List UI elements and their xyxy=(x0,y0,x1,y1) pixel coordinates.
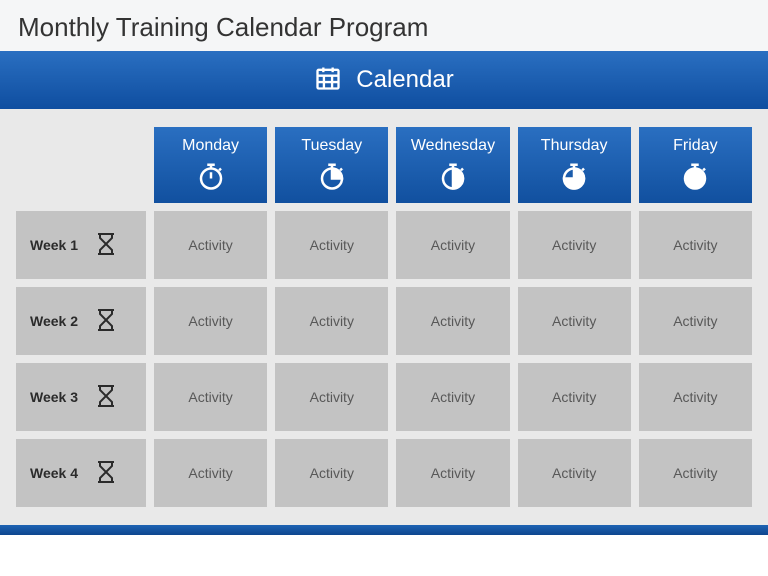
page-title: Monthly Training Calendar Program xyxy=(0,0,768,51)
activity-cell: Activity xyxy=(154,287,267,355)
activity-cell: Activity xyxy=(639,287,752,355)
activity-cell: Activity xyxy=(639,363,752,431)
week-header: Week 2 xyxy=(16,287,146,355)
week-label: Week 4 xyxy=(30,465,78,481)
day-header-wednesday: Wednesday xyxy=(396,127,509,203)
table-row: Week 1 Activity Activity Activity Activi… xyxy=(16,211,752,279)
calendar-table: Monday Tuesday xyxy=(8,119,760,515)
week-label: Week 3 xyxy=(30,389,78,405)
activity-cell: Activity xyxy=(639,439,752,507)
hourglass-icon xyxy=(96,308,116,335)
day-header-monday: Monday xyxy=(154,127,267,203)
calendar-body: Week 1 Activity Activity Activity Activi… xyxy=(16,211,752,507)
activity-cell: Activity xyxy=(396,211,509,279)
day-label: Monday xyxy=(158,137,263,155)
activity-cell: Activity xyxy=(275,439,388,507)
header-row: Monday Tuesday xyxy=(16,127,752,203)
hourglass-icon xyxy=(96,384,116,411)
calendar-banner: Calendar xyxy=(0,51,768,109)
day-header-tuesday: Tuesday xyxy=(275,127,388,203)
table-row: Week 2 Activity Activity Activity Activi… xyxy=(16,287,752,355)
day-label: Tuesday xyxy=(279,137,384,155)
activity-cell: Activity xyxy=(275,287,388,355)
day-label: Thursday xyxy=(522,137,627,155)
week-header: Week 4 xyxy=(16,439,146,507)
calendar-grid: Monday Tuesday xyxy=(0,109,768,525)
activity-cell: Activity xyxy=(275,211,388,279)
corner-blank xyxy=(16,127,146,203)
stopwatch-icon xyxy=(158,161,263,191)
day-label: Wednesday xyxy=(400,137,505,155)
stopwatch-icon xyxy=(279,161,384,191)
stopwatch-icon xyxy=(643,161,748,191)
activity-cell: Activity xyxy=(396,439,509,507)
stopwatch-icon xyxy=(400,161,505,191)
footer-bar xyxy=(0,525,768,535)
hourglass-icon xyxy=(96,460,116,487)
week-label: Week 1 xyxy=(30,237,78,253)
table-row: Week 3 Activity Activity Activity Activi… xyxy=(16,363,752,431)
week-header: Week 1 xyxy=(16,211,146,279)
banner-label: Calendar xyxy=(356,66,453,94)
activity-cell: Activity xyxy=(518,287,631,355)
activity-cell: Activity xyxy=(518,211,631,279)
week-label: Week 2 xyxy=(30,313,78,329)
day-header-thursday: Thursday xyxy=(518,127,631,203)
day-label: Friday xyxy=(643,137,748,155)
activity-cell: Activity xyxy=(275,363,388,431)
hourglass-icon xyxy=(96,232,116,259)
activity-cell: Activity xyxy=(518,439,631,507)
activity-cell: Activity xyxy=(154,363,267,431)
week-header: Week 3 xyxy=(16,363,146,431)
activity-cell: Activity xyxy=(639,211,752,279)
activity-cell: Activity xyxy=(396,287,509,355)
activity-cell: Activity xyxy=(154,439,267,507)
table-row: Week 4 Activity Activity Activity Activi… xyxy=(16,439,752,507)
stopwatch-icon xyxy=(522,161,627,191)
calendar-icon xyxy=(314,64,342,97)
activity-cell: Activity xyxy=(154,211,267,279)
activity-cell: Activity xyxy=(518,363,631,431)
day-header-friday: Friday xyxy=(639,127,752,203)
activity-cell: Activity xyxy=(396,363,509,431)
